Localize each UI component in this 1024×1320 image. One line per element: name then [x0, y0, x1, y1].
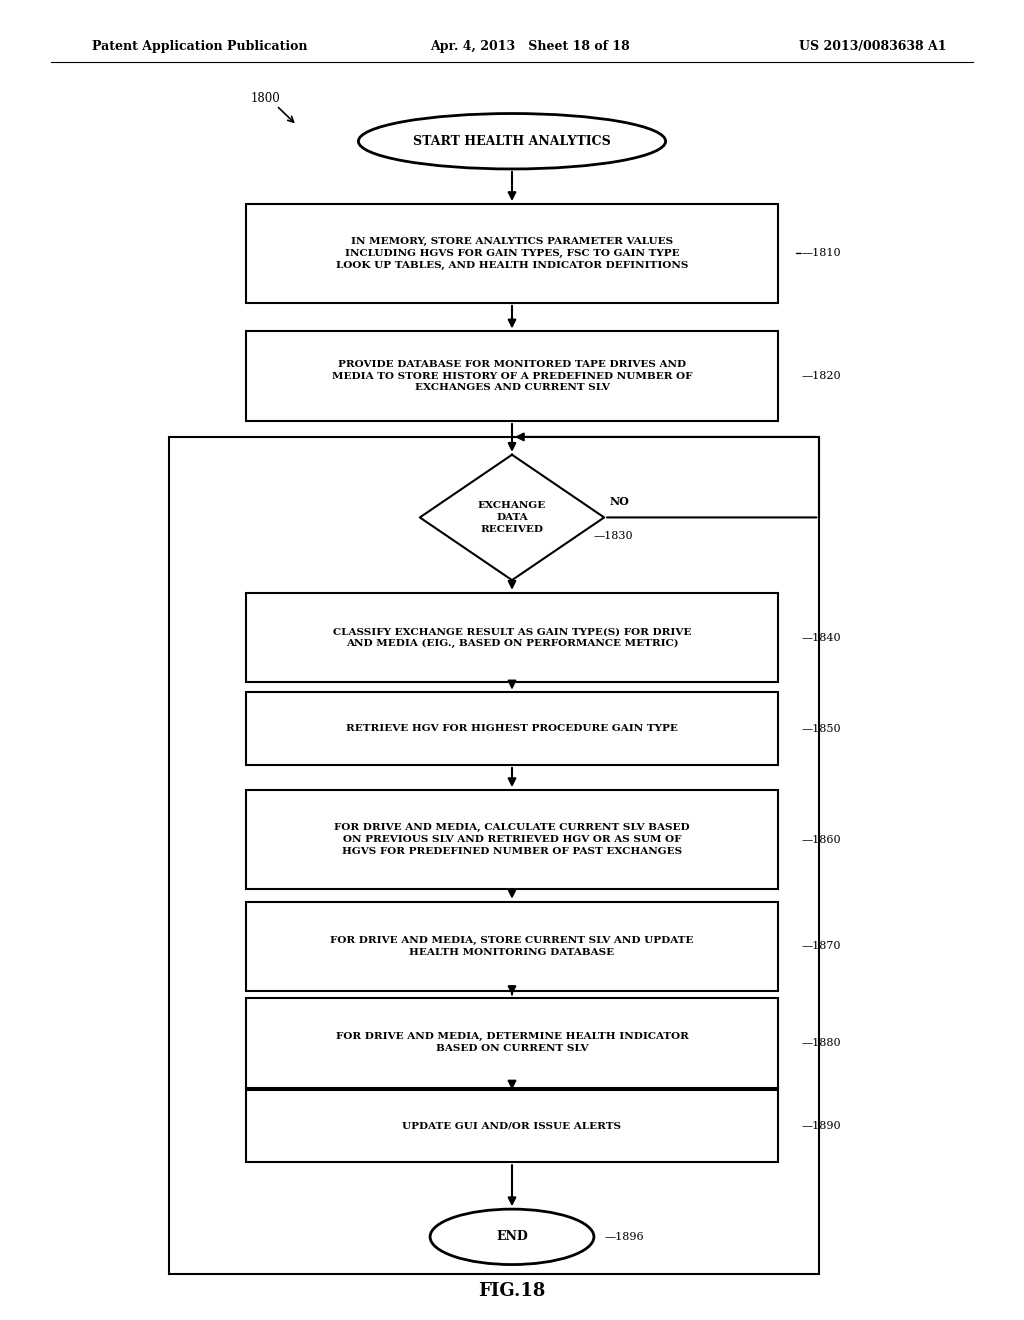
Text: —1880: —1880	[802, 1038, 842, 1048]
Text: —1810: —1810	[802, 248, 842, 259]
Text: 1800: 1800	[251, 92, 281, 106]
Ellipse shape	[430, 1209, 594, 1265]
Text: IN MEMORY, STORE ANALYTICS PARAMETER VALUES
INCLUDING HGVS FOR GAIN TYPES, FSC T: IN MEMORY, STORE ANALYTICS PARAMETER VAL…	[336, 238, 688, 269]
Text: FOR DRIVE AND MEDIA, CALCULATE CURRENT SLV BASED
ON PREVIOUS SLV AND RETRIEVED H: FOR DRIVE AND MEDIA, CALCULATE CURRENT S…	[334, 824, 690, 855]
Text: NO: NO	[609, 496, 629, 507]
Text: —1830: —1830	[594, 531, 634, 541]
Text: —1896: —1896	[604, 1232, 644, 1242]
Text: FIG.18: FIG.18	[478, 1282, 546, 1300]
Text: —1850: —1850	[802, 723, 842, 734]
Text: YES: YES	[484, 605, 509, 615]
Text: —1860: —1860	[802, 834, 842, 845]
Text: PROVIDE DATABASE FOR MONITORED TAPE DRIVES AND
MEDIA TO STORE HISTORY OF A PREDE: PROVIDE DATABASE FOR MONITORED TAPE DRIV…	[332, 360, 692, 392]
Text: FOR DRIVE AND MEDIA, DETERMINE HEALTH INDICATOR
BASED ON CURRENT SLV: FOR DRIVE AND MEDIA, DETERMINE HEALTH IN…	[336, 1032, 688, 1053]
FancyBboxPatch shape	[246, 789, 778, 890]
FancyBboxPatch shape	[246, 692, 778, 766]
Ellipse shape	[358, 114, 666, 169]
Text: START HEALTH ANALYTICS: START HEALTH ANALYTICS	[413, 135, 611, 148]
FancyBboxPatch shape	[246, 902, 778, 991]
Text: —1820: —1820	[802, 371, 842, 381]
Text: CLASSIFY EXCHANGE RESULT AS GAIN TYPE(S) FOR DRIVE
AND MEDIA (EIG., BASED ON PER: CLASSIFY EXCHANGE RESULT AS GAIN TYPE(S)…	[333, 627, 691, 648]
Text: EXCHANGE
DATA
RECEIVED: EXCHANGE DATA RECEIVED	[478, 502, 546, 533]
Text: UPDATE GUI AND/OR ISSUE ALERTS: UPDATE GUI AND/OR ISSUE ALERTS	[402, 1122, 622, 1130]
Text: END: END	[496, 1230, 528, 1243]
Text: US 2013/0083638 A1: US 2013/0083638 A1	[799, 40, 946, 53]
FancyBboxPatch shape	[246, 331, 778, 421]
Text: —1890: —1890	[802, 1121, 842, 1131]
Text: Apr. 4, 2013   Sheet 18 of 18: Apr. 4, 2013 Sheet 18 of 18	[430, 40, 630, 53]
FancyBboxPatch shape	[246, 1090, 778, 1163]
Text: RETRIEVE HGV FOR HIGHEST PROCEDURE GAIN TYPE: RETRIEVE HGV FOR HIGHEST PROCEDURE GAIN …	[346, 725, 678, 733]
Text: —1840: —1840	[802, 632, 842, 643]
FancyBboxPatch shape	[246, 593, 778, 682]
FancyBboxPatch shape	[246, 998, 778, 1088]
Text: Patent Application Publication: Patent Application Publication	[92, 40, 307, 53]
Text: —1870: —1870	[802, 941, 842, 952]
FancyBboxPatch shape	[246, 205, 778, 302]
Polygon shape	[420, 454, 604, 581]
Text: FOR DRIVE AND MEDIA, STORE CURRENT SLV AND UPDATE
HEALTH MONITORING DATABASE: FOR DRIVE AND MEDIA, STORE CURRENT SLV A…	[331, 936, 693, 957]
